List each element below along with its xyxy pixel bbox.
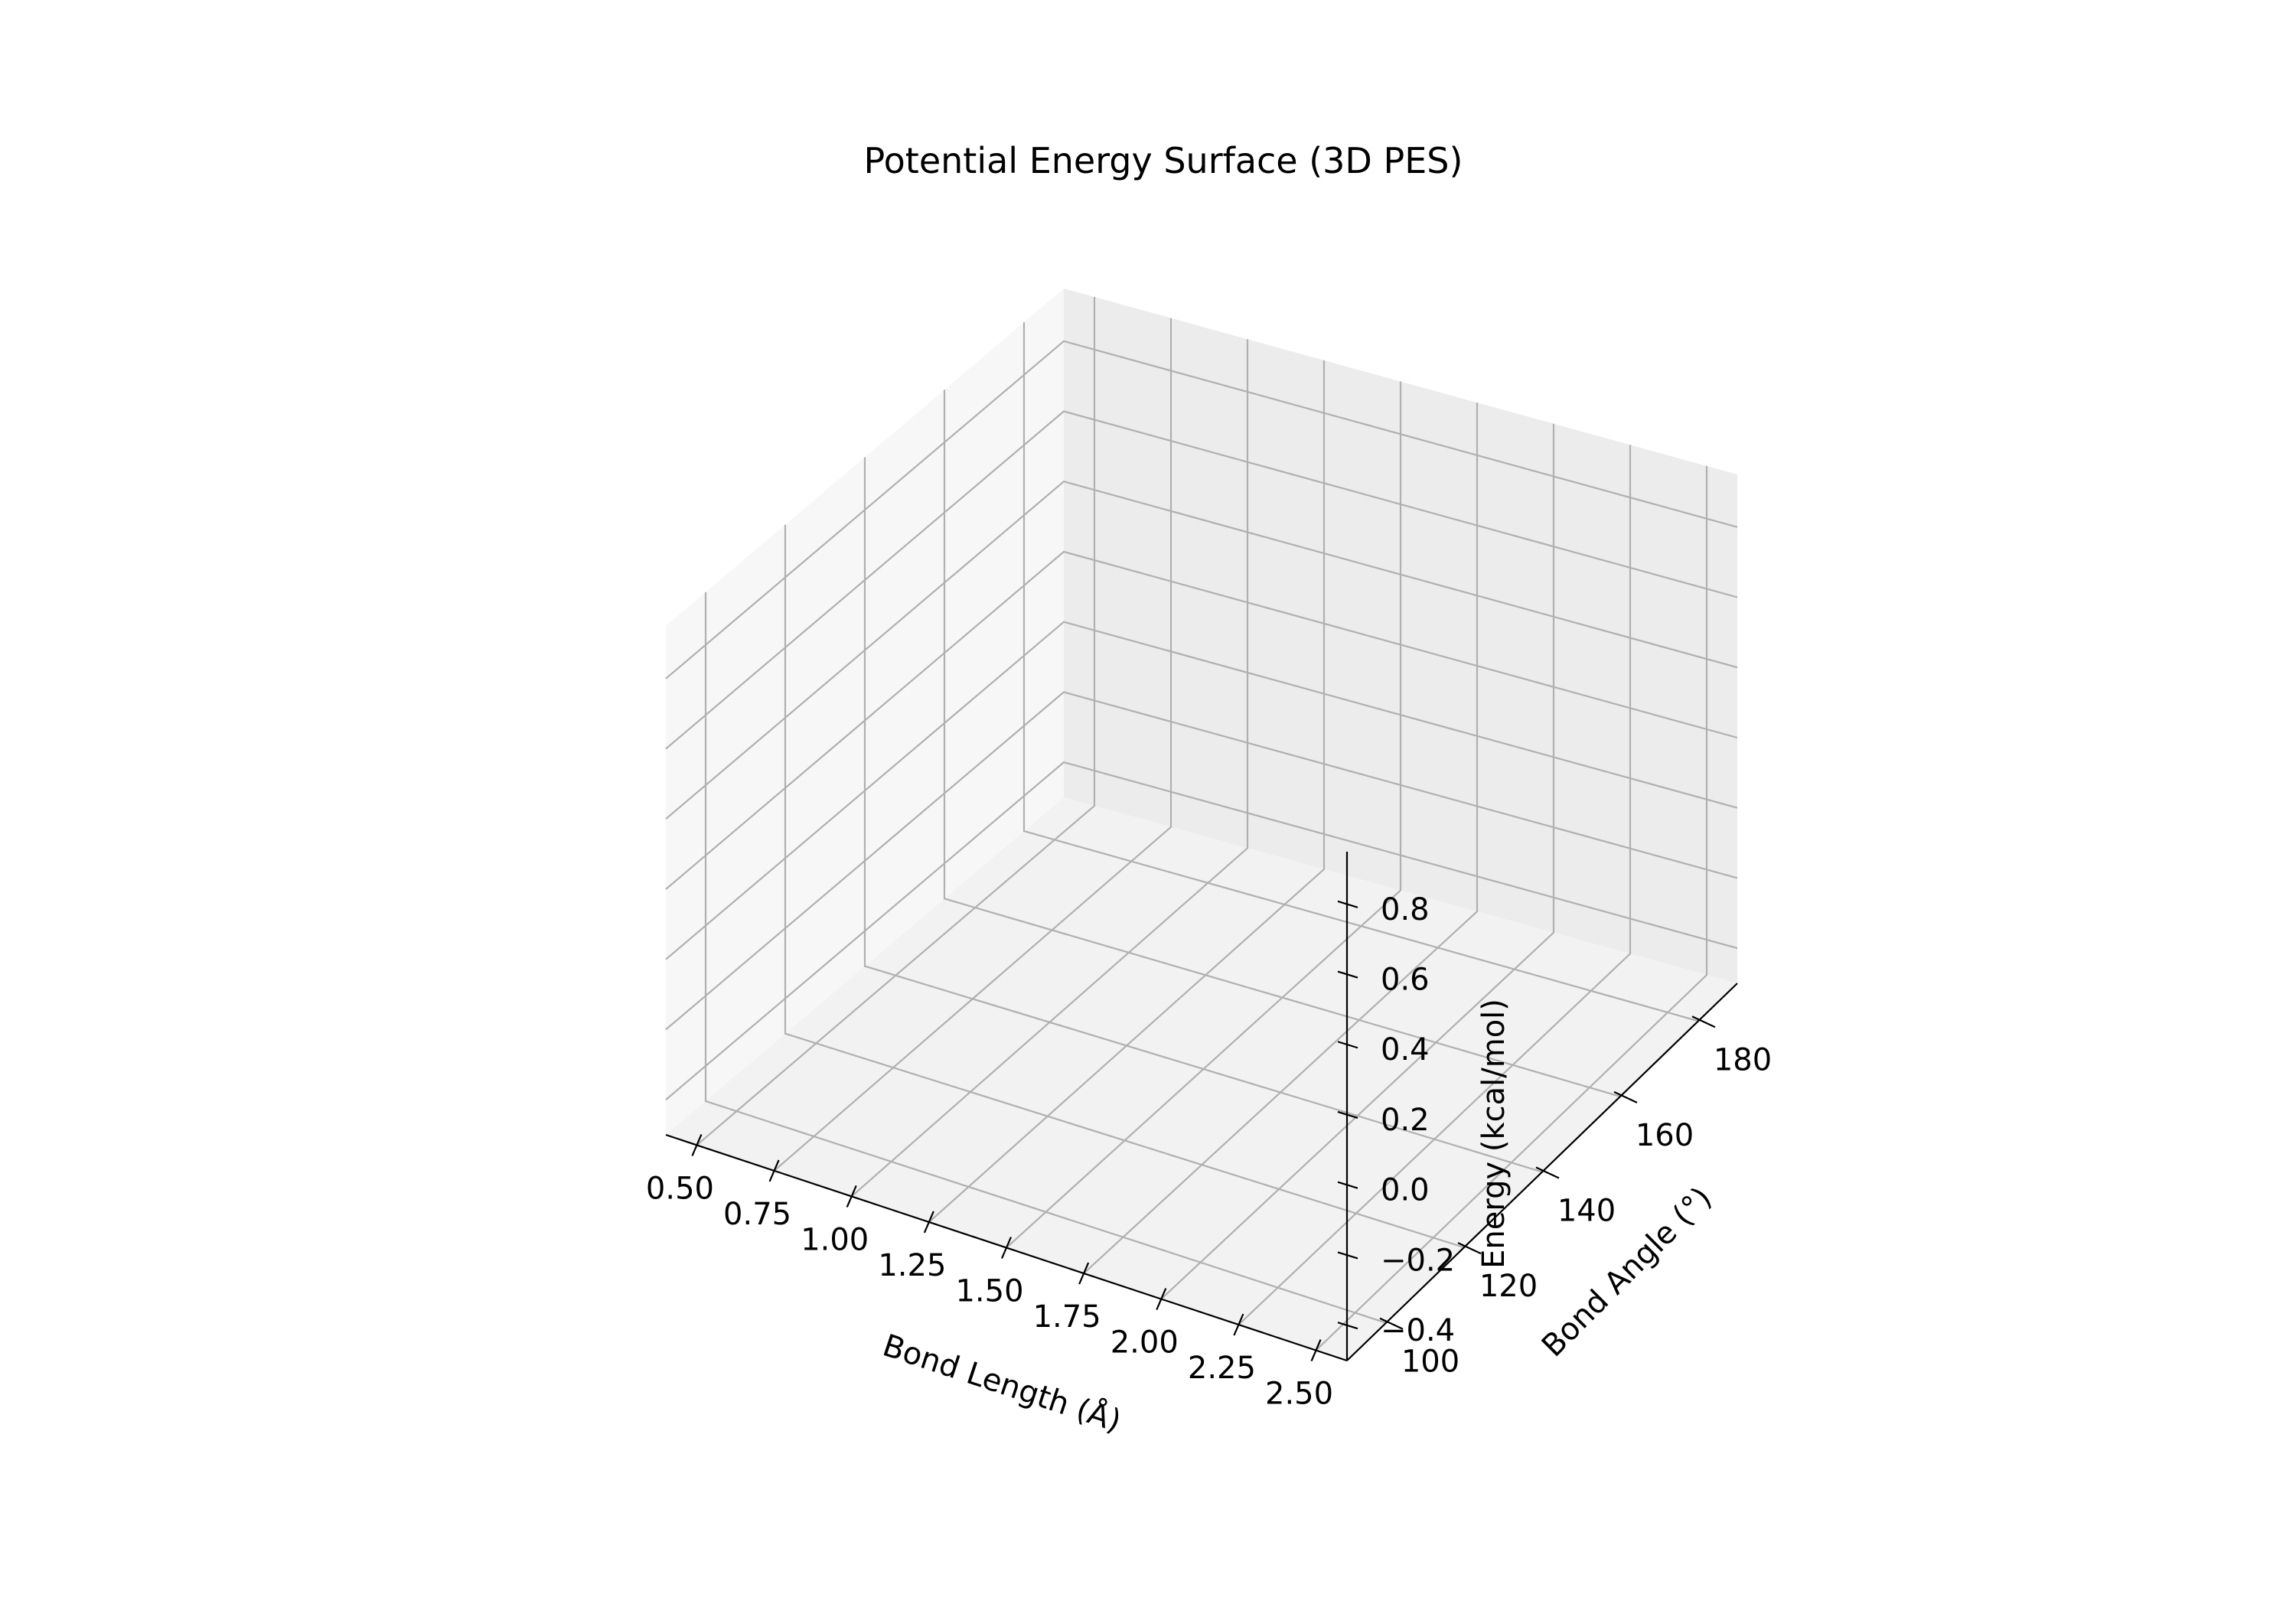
x-tick-label: 1.50 xyxy=(955,1274,1023,1309)
x-tick-mark xyxy=(846,1185,857,1208)
y-grid-line xyxy=(704,592,1387,1324)
z-tick-mark xyxy=(1337,1322,1358,1330)
y-tick-label: 180 xyxy=(1714,1042,1772,1077)
z-grid-line xyxy=(665,621,1738,960)
z-tick-label: 0.6 xyxy=(1381,963,1430,998)
z-tick-mark xyxy=(1337,1110,1358,1120)
y-tick-label: 140 xyxy=(1557,1194,1616,1229)
z-tick-label: 0.4 xyxy=(1381,1032,1430,1068)
z-grid-line xyxy=(665,410,1738,750)
x-grid-line xyxy=(773,318,1172,1172)
x-tick-mark xyxy=(1156,1288,1167,1310)
y-grid-line xyxy=(863,457,1543,1173)
x-axis-label: Bond Length (Å) xyxy=(879,1326,1126,1439)
x-tick-label: 0.75 xyxy=(723,1197,791,1232)
x-tick-mark xyxy=(1000,1237,1013,1259)
x-grid-line xyxy=(1006,381,1402,1249)
x-grid-line xyxy=(850,339,1249,1198)
y-axis-ticks: 100 120 140 160 180 xyxy=(1379,1015,1772,1380)
z-axis-label: Energy (kcal/mol) xyxy=(1476,999,1512,1269)
x-tick-label: 2.50 xyxy=(1265,1377,1333,1412)
y-grid-line xyxy=(784,524,1465,1249)
z-tick-label: 0.8 xyxy=(1381,892,1430,927)
z-tick-mark xyxy=(1337,1251,1358,1260)
x-tick-mark xyxy=(923,1211,934,1234)
y-tick-label: 100 xyxy=(1401,1345,1459,1380)
z-grid-line xyxy=(665,691,1738,1031)
y-tick-label: 160 xyxy=(1636,1118,1694,1153)
y-axis-line xyxy=(1346,983,1738,1361)
x-axis-ticks: 0.50 0.75 1.00 1.25 1.50 1.752.00 2.25 2.50 xyxy=(646,1133,1333,1412)
z-grid-line xyxy=(665,480,1738,820)
x-grid-line xyxy=(1083,403,1479,1274)
y-tick-mark xyxy=(1535,1166,1560,1179)
z-tick-mark xyxy=(1337,1181,1358,1189)
x-tick-label: 1.00 xyxy=(801,1222,869,1257)
x-tick-mark xyxy=(1078,1262,1090,1285)
z-tick-mark xyxy=(1337,900,1358,908)
z-tick-mark xyxy=(1337,970,1358,979)
z-grid-line xyxy=(665,340,1738,680)
y-tick-label: 120 xyxy=(1479,1269,1538,1304)
floor-pane xyxy=(666,797,1737,1361)
x-tick-label: 1.25 xyxy=(878,1248,946,1283)
x-tick-label: 2.25 xyxy=(1188,1351,1256,1386)
grid-lines xyxy=(665,297,1738,1351)
x-tick-mark xyxy=(691,1133,703,1156)
z-axis-ticks: −0.4 −0.2 0.0 0.2 0.4 0.6 0.8 xyxy=(1337,892,1455,1348)
x-tick-mark xyxy=(1233,1313,1244,1336)
z-tick-label: −0.2 xyxy=(1381,1243,1455,1278)
x-grid-line xyxy=(1160,423,1555,1300)
x-tick-label: 1.75 xyxy=(1033,1299,1101,1335)
x-tick-mark xyxy=(1310,1339,1322,1362)
z-tick-label: −0.4 xyxy=(1381,1313,1455,1348)
z-tick-mark xyxy=(1337,1041,1358,1049)
y-tick-mark xyxy=(1457,1242,1482,1255)
chart-title: Potential Energy Surface (3D PES) xyxy=(864,140,1463,181)
y-tick-mark xyxy=(1613,1090,1638,1103)
z-grid-line xyxy=(665,550,1738,890)
y-tick-mark xyxy=(1691,1015,1716,1028)
y-grid-line xyxy=(1022,322,1699,1022)
x-grid-line xyxy=(696,297,1096,1146)
x-tick-label: 2.00 xyxy=(1110,1325,1179,1361)
y-tick-mark xyxy=(1379,1317,1404,1330)
x-tick-label: 0.50 xyxy=(646,1171,714,1206)
x-grid-line xyxy=(1238,445,1632,1325)
z-tick-label: 0.2 xyxy=(1381,1103,1430,1138)
x-grid-line xyxy=(928,360,1326,1223)
z-grid-line xyxy=(665,761,1738,1100)
x-tick-mark xyxy=(768,1159,780,1182)
z-tick-label: 0.0 xyxy=(1381,1173,1430,1208)
x-grid-line xyxy=(1315,466,1708,1351)
y-grid-line xyxy=(943,390,1621,1097)
